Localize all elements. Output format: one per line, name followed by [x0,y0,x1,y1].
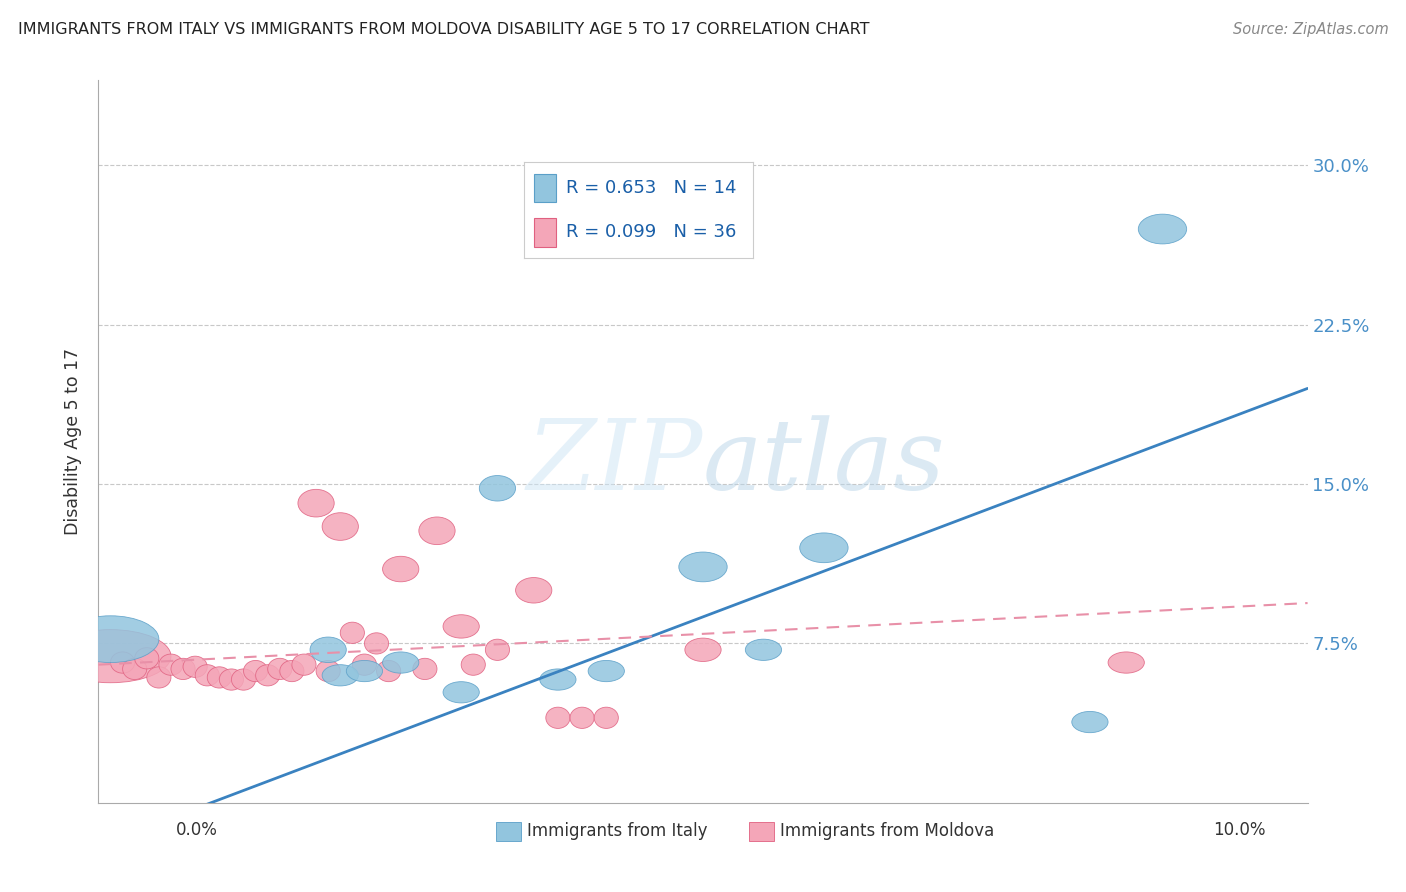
Text: 0.0%: 0.0% [176,821,218,838]
Text: R = 0.653   N = 14: R = 0.653 N = 14 [565,179,737,197]
Ellipse shape [183,657,207,677]
Ellipse shape [122,658,146,680]
Ellipse shape [461,654,485,675]
Ellipse shape [353,654,377,675]
Ellipse shape [322,665,359,686]
Ellipse shape [443,615,479,638]
Ellipse shape [569,707,595,729]
FancyBboxPatch shape [534,218,557,246]
Ellipse shape [256,665,280,686]
Ellipse shape [159,654,183,675]
Text: Source: ZipAtlas.com: Source: ZipAtlas.com [1233,22,1389,37]
FancyBboxPatch shape [534,174,557,202]
Text: atlas: atlas [703,416,946,511]
Ellipse shape [280,660,304,681]
Ellipse shape [207,667,232,688]
Y-axis label: Disability Age 5 to 17: Disability Age 5 to 17 [65,348,83,535]
Ellipse shape [62,615,159,663]
Ellipse shape [195,665,219,686]
Ellipse shape [679,552,727,582]
Text: 10.0%: 10.0% [1213,821,1265,838]
Ellipse shape [219,669,243,690]
Ellipse shape [146,667,172,688]
Text: R = 0.099   N = 36: R = 0.099 N = 36 [565,223,735,241]
Ellipse shape [309,637,346,663]
Ellipse shape [51,630,172,682]
Ellipse shape [419,517,456,545]
Ellipse shape [588,660,624,681]
Ellipse shape [1108,652,1144,673]
Ellipse shape [595,707,619,729]
Ellipse shape [382,652,419,673]
Ellipse shape [243,660,267,681]
Ellipse shape [546,707,569,729]
Ellipse shape [685,638,721,662]
Ellipse shape [232,669,256,690]
Ellipse shape [413,658,437,680]
Ellipse shape [443,681,479,703]
Text: Immigrants from Italy: Immigrants from Italy [526,822,707,840]
Ellipse shape [267,658,292,680]
Ellipse shape [745,640,782,660]
Ellipse shape [111,652,135,673]
Ellipse shape [1139,214,1187,244]
Ellipse shape [316,660,340,681]
Ellipse shape [540,669,576,690]
Ellipse shape [377,660,401,681]
Ellipse shape [172,658,195,680]
Ellipse shape [485,640,509,660]
Ellipse shape [340,623,364,643]
Ellipse shape [1071,712,1108,732]
Text: ZIP: ZIP [527,416,703,511]
Ellipse shape [382,557,419,582]
Ellipse shape [800,533,848,563]
Ellipse shape [364,632,388,654]
Ellipse shape [346,660,382,681]
Ellipse shape [516,577,551,603]
Ellipse shape [135,648,159,669]
Ellipse shape [298,490,335,517]
Ellipse shape [479,475,516,501]
Text: IMMIGRANTS FROM ITALY VS IMMIGRANTS FROM MOLDOVA DISABILITY AGE 5 TO 17 CORRELAT: IMMIGRANTS FROM ITALY VS IMMIGRANTS FROM… [18,22,870,37]
Text: Immigrants from Moldova: Immigrants from Moldova [779,822,994,840]
Ellipse shape [322,513,359,541]
Ellipse shape [292,654,316,675]
